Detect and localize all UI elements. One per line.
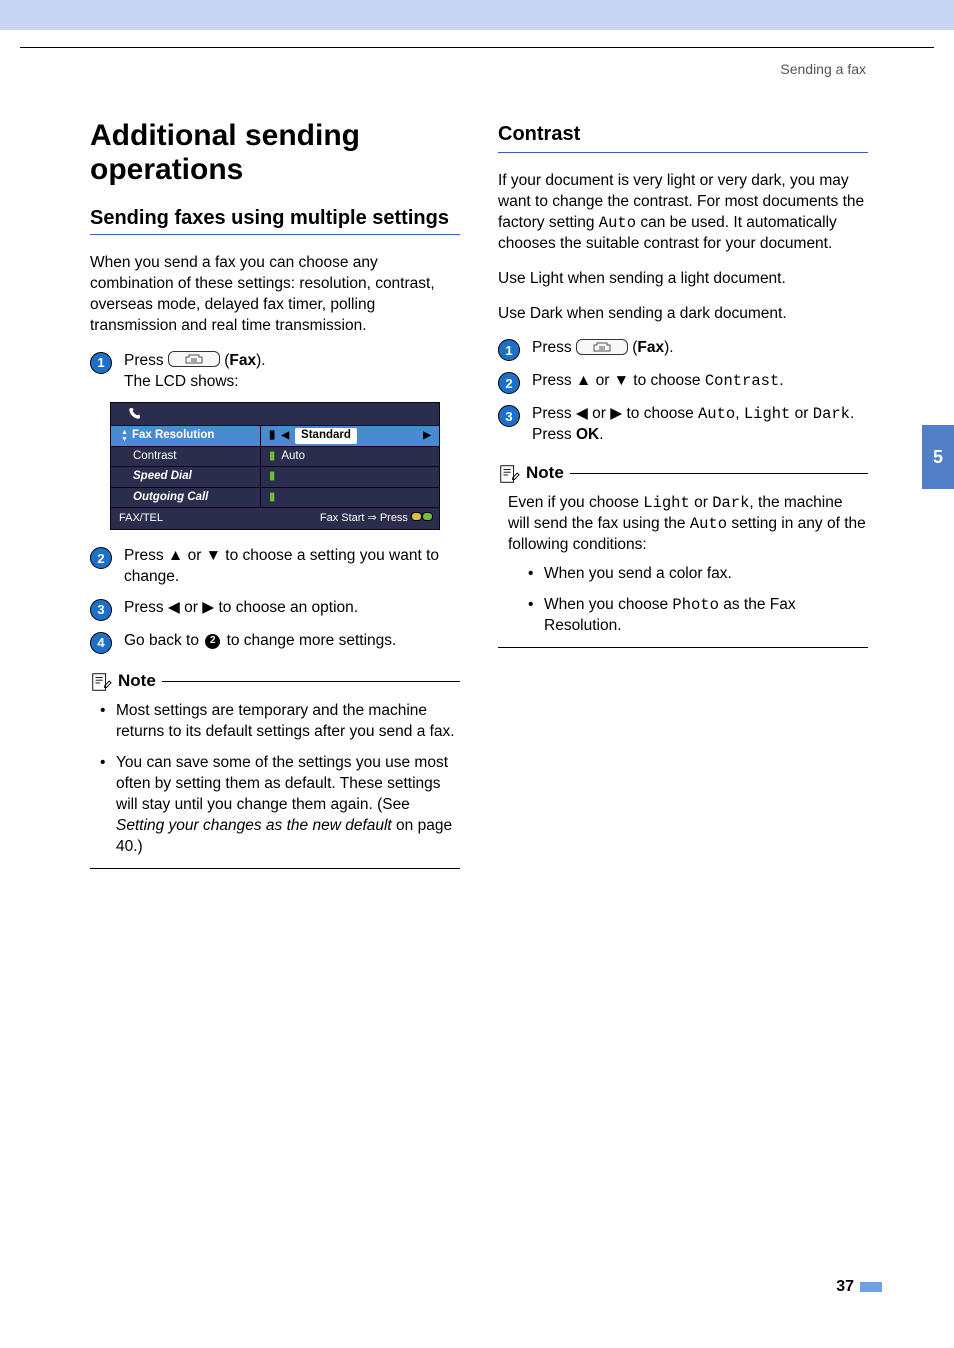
r-step-2: 2 Press ▲ or ▼ to choose Contrast. — [498, 371, 868, 394]
page-number: 37 — [836, 1276, 882, 1298]
lcd-mock: ▲▼Fax Resolution ▮◀Standard▶ Contrast ▮A… — [110, 402, 440, 530]
page-title: Additional sending operations — [90, 119, 460, 188]
step-3: 3 Press ◀ or ▶ to choose an option. — [90, 598, 460, 621]
note-box-right: Note Even if you choose Light or Dark, t… — [498, 462, 868, 647]
step-number-2: 2 — [90, 547, 112, 569]
header-bar — [0, 0, 954, 30]
note-item-2: You can save some of the settings you us… — [100, 753, 460, 858]
lcd-row-outgoing-call: Outgoing Call ▮ — [110, 488, 440, 509]
step-2: 2 Press ▲ or ▼ to choose a setting you w… — [90, 546, 460, 588]
note-paragraph: Even if you choose Light or Dark, the ma… — [498, 493, 868, 556]
lcd-row-fax-resolution: ▲▼Fax Resolution ▮◀Standard▶ — [110, 426, 440, 447]
chapter-tab: 5 — [922, 425, 954, 489]
note-list: Most settings are temporary and the mach… — [90, 701, 460, 857]
content: Sending a fax Additional sending operati… — [90, 60, 870, 879]
header-rule — [20, 47, 934, 48]
note-icon — [498, 463, 520, 485]
note-r-item-2: When you choose Photo as the Fax Resolut… — [528, 595, 868, 637]
page: 5 Sending a fax Additional sending opera… — [0, 0, 954, 1348]
step-number-4: 4 — [90, 632, 112, 654]
step1-fax-label: Fax — [229, 352, 256, 369]
step1-line2: The LCD shows: — [124, 373, 239, 390]
r-step1-press: Press — [532, 339, 576, 356]
running-head: Sending a fax — [90, 60, 870, 79]
note-item-1: Most settings are temporary and the mach… — [100, 701, 460, 743]
r-step-1: 1 Press (Fax). — [498, 338, 868, 361]
note-icon — [90, 671, 112, 693]
r-step1-fax-label: Fax — [637, 339, 664, 356]
note-list-right: When you send a color fax. When you choo… — [498, 564, 868, 637]
section-heading-multiple-settings: Sending faxes using multiple settings — [90, 206, 460, 235]
r-step-number-2: 2 — [498, 372, 520, 394]
section-heading-contrast: Contrast — [498, 121, 868, 153]
step3-text: Press ◀ or ▶ to choose an option. — [124, 598, 460, 619]
lcd-row-contrast: Contrast ▮Auto — [110, 447, 440, 468]
note-box-left: Note Most settings are temporary and the… — [90, 670, 460, 868]
contrast-p3: Use Dark when sending a dark document. — [498, 304, 868, 325]
note-label: Note — [526, 462, 564, 485]
fax-button-icon — [168, 351, 220, 367]
note-r-item-1: When you send a color fax. — [528, 564, 868, 585]
ref-circle-2: 2 — [205, 634, 220, 649]
fax-button-icon — [576, 339, 628, 355]
step1-press: Press — [124, 352, 168, 369]
lcd-row-speed-dial: Speed Dial ▮ — [110, 467, 440, 488]
r-step-3: 3 Press ◀ or ▶ to choose Auto, Light or … — [498, 404, 868, 446]
right-column: Contrast If your document is very light … — [498, 119, 868, 879]
r-step-number-1: 1 — [498, 339, 520, 361]
step4-text: Go back to 2 to change more settings. — [124, 631, 460, 652]
intro-paragraph: When you send a fax you can choose any c… — [90, 253, 460, 337]
note-label: Note — [118, 670, 156, 693]
contrast-p1: If your document is very light or very d… — [498, 171, 868, 255]
step-1: 1 Press (Fax). The LCD shows: — [90, 351, 460, 393]
lcd-footer: FAX/TEL Fax Start ⇒ Press — [110, 508, 440, 530]
step-number-1: 1 — [90, 352, 112, 374]
r-step-number-3: 3 — [498, 405, 520, 427]
lcd-top-bar — [110, 402, 440, 426]
step-number-3: 3 — [90, 599, 112, 621]
step2-text: Press ▲ or ▼ to choose a setting you wan… — [124, 546, 460, 588]
contrast-p2: Use Light when sending a light document. — [498, 269, 868, 290]
left-column: Additional sending operations Sending fa… — [90, 119, 460, 879]
step-4: 4 Go back to 2 to change more settings. — [90, 631, 460, 654]
